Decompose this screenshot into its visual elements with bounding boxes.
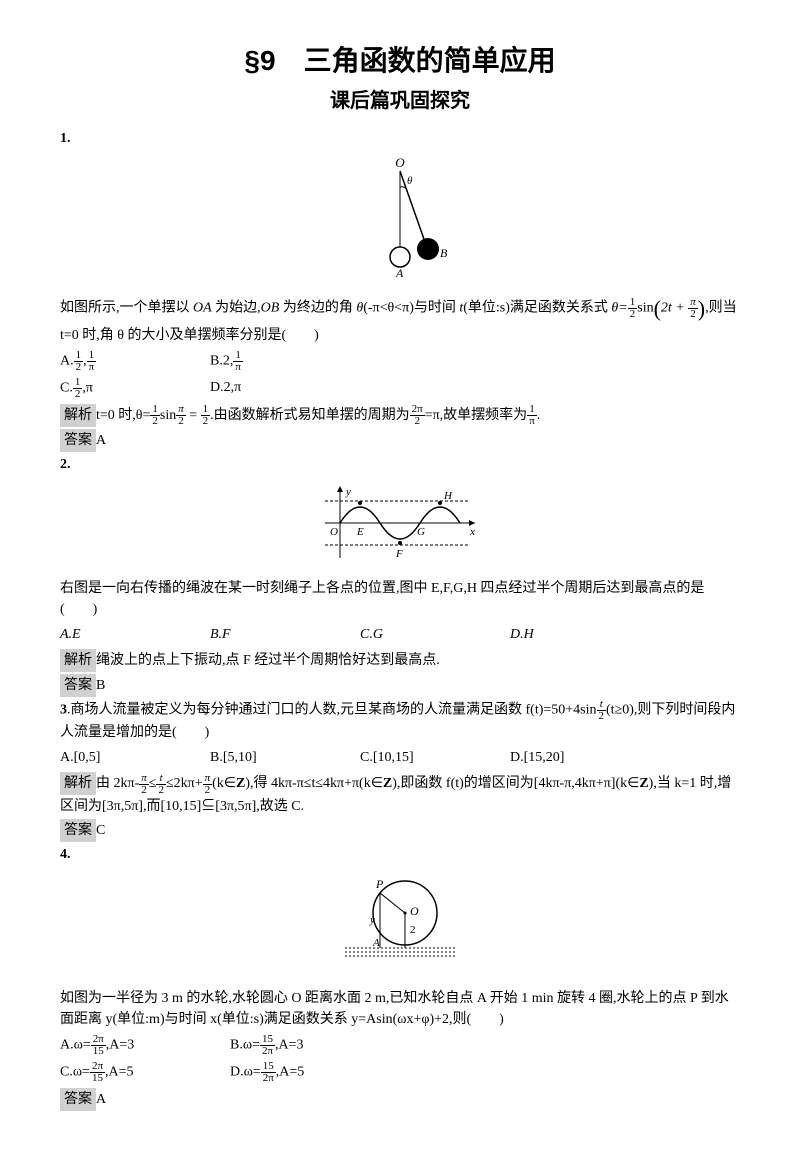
svg-text:x: x: [469, 526, 475, 538]
sub-title: 课后篇巩固探究: [60, 86, 740, 116]
q1-optB: B.2,1π: [210, 350, 360, 373]
q2-figure: y x O E F G H: [60, 483, 740, 570]
main-title: §9 三角函数的简单应用: [60, 40, 740, 82]
q2-optB: B.F: [210, 624, 360, 645]
q4-optA: A.ω=2π15,A=3: [60, 1034, 230, 1057]
svg-text:G: G: [417, 526, 425, 538]
q1-options: A.12,1π B.2,1π: [60, 350, 740, 373]
q3-analysis: 解析由 2kπ-π2≤t2≤2kπ+π2(k∈Z),得 4kπ-π≤t≤4kπ+…: [60, 772, 740, 816]
svg-text:y: y: [345, 486, 351, 498]
q3-optC: C.[10,15]: [360, 747, 510, 768]
svg-text:F: F: [395, 548, 403, 560]
q1-answer: 答案A: [60, 429, 740, 452]
q4-optB: B.ω=152π,A=3: [230, 1034, 400, 1057]
svg-text:A: A: [372, 937, 380, 949]
svg-text:E: E: [356, 526, 364, 538]
q3-options: A.[0,5] B.[5,10] C.[10,15] D.[15,20]: [60, 747, 740, 768]
q1-optA: A.12,1π: [60, 350, 210, 373]
svg-text:O: O: [395, 157, 405, 170]
svg-text:O: O: [330, 526, 338, 538]
q3-optB: B.[5,10]: [210, 747, 360, 768]
svg-text:A: A: [395, 266, 404, 277]
q2-optC: C.G: [360, 624, 510, 645]
svg-text:O: O: [410, 904, 419, 918]
q2-stem: 右图是一向右传播的绳波在某一时刻绳子上各点的位置,图中 E,F,G,H 四点经过…: [60, 578, 740, 620]
q4-answer: 答案A: [60, 1088, 740, 1111]
q4-optD: D.ω=152π,A=5: [230, 1061, 400, 1084]
svg-text:θ: θ: [407, 175, 413, 187]
q4-num: 4.: [60, 847, 71, 862]
q1-optC: C.12,π: [60, 377, 210, 400]
q2-analysis: 解析绳波上的点上下振动,点 F 经过半个周期恰好达到最高点.: [60, 649, 740, 672]
q2-answer: 答案B: [60, 674, 740, 697]
svg-text:y: y: [369, 914, 375, 926]
svg-text:H: H: [443, 490, 453, 502]
svg-text:2: 2: [410, 924, 416, 936]
q4-options: A.ω=2π15,A=3 B.ω=152π,A=3: [60, 1034, 740, 1057]
q2-optA: A.E: [60, 624, 210, 645]
svg-text:P: P: [375, 877, 384, 891]
q2-optD: D.H: [510, 624, 660, 645]
q4-optC: C.ω=2π15,A=5: [60, 1061, 230, 1084]
q3-answer: 答案C: [60, 819, 740, 842]
q2-num: 2.: [60, 457, 71, 472]
q2-options: A.E B.F C.G D.H: [60, 624, 740, 645]
q1-num: 1.: [60, 131, 71, 146]
q1-optD: D.2,π: [210, 377, 360, 400]
q1-analysis: 解析t=0 时,θ=12sinπ2 = 12.由函数解析式易知单摆的周期为2π2…: [60, 404, 740, 427]
q4-stem: 如图为一半径为 3 m 的水轮,水轮圆心 O 距离水面 2 m,已知水轮自点 A…: [60, 988, 740, 1030]
q3-optA: A.[0,5]: [60, 747, 210, 768]
q3-stem: 3.商场人流量被定义为每分钟通过门口的人数,元旦某商场的人流量满足函数 f(t)…: [60, 699, 740, 743]
q3-optD: D.[15,20]: [510, 747, 660, 768]
q1-figure: O θ A B: [60, 157, 740, 284]
svg-text:B: B: [440, 246, 448, 260]
q1-stem: 如图所示,一个单摆以 OA 为始边,OB 为终边的角 θ(-π<θ<π)与时间 …: [60, 292, 740, 346]
q4-figure: P O y 2 A: [60, 873, 740, 980]
